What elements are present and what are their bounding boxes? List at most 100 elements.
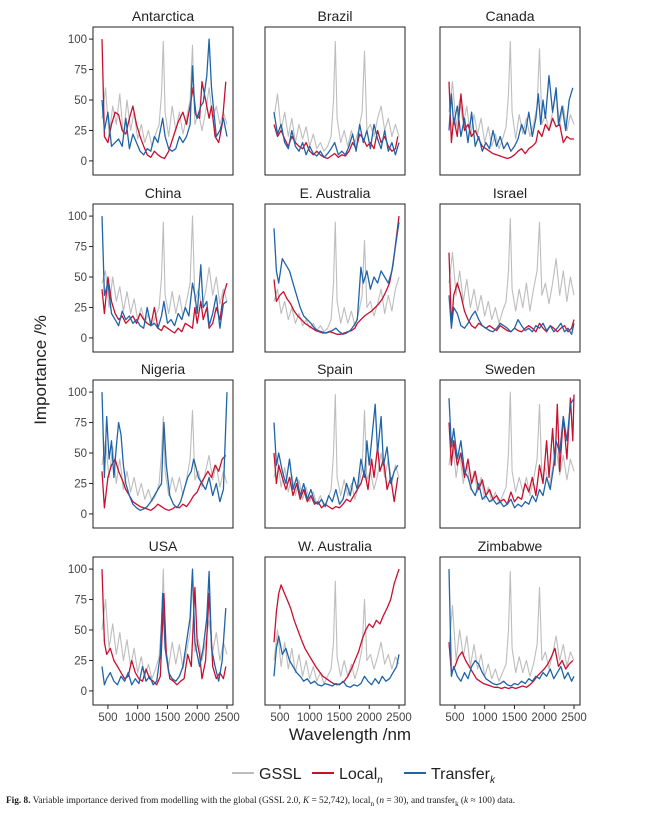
legend-label: Localn — [339, 766, 383, 786]
series-line-transfer — [448, 295, 575, 335]
panel-grid: Antarctica 0 25 50 75 100 Brazil Canada China 0 25… — [68, 8, 587, 724]
y-tick-label: 50 — [74, 272, 87, 284]
x-tick-label: 1500 — [155, 712, 181, 724]
panel-nigeria: Nigeria 0 25 50 75 100 — [68, 361, 234, 529]
panel-frame — [439, 203, 581, 353]
x-tick-label: 1000 — [472, 712, 498, 724]
y-tick-label: 50 — [74, 625, 87, 637]
series-line-transfer — [101, 38, 228, 156]
panel-israel: Israel — [439, 185, 581, 353]
panel-title: Antarctica — [132, 8, 194, 24]
caption-text: Variable importance derived from modelli… — [32, 796, 516, 808]
panel-usa: USA 0 25 50 75 100 500 1000 1500 2000 2500 — [68, 538, 240, 724]
panel-frame — [264, 26, 406, 176]
series-line-local — [273, 568, 400, 686]
panel-frame — [439, 26, 581, 176]
y-tick-label: 0 — [81, 509, 87, 521]
panel-china: China 0 25 50 75 100 — [68, 185, 234, 353]
x-tick-label: 500 — [445, 712, 464, 724]
y-tick-label: 100 — [68, 34, 87, 46]
series-line-gssl — [101, 215, 228, 327]
series-line-transfer — [273, 403, 399, 508]
series-line-local — [273, 124, 399, 160]
series-line-transfer — [273, 112, 400, 158]
series-line-local — [101, 454, 227, 511]
panel-canada: Canada — [439, 8, 581, 176]
panel-title: Nigeria — [141, 361, 186, 377]
legend-label: GSSL — [259, 766, 302, 783]
panel-title: W. Australia — [298, 538, 372, 554]
y-tick-label: 25 — [74, 478, 87, 490]
series-line-transfer — [448, 74, 574, 152]
series-line-gssl — [273, 393, 400, 508]
caption-label: Fig. 8. — [6, 796, 31, 806]
x-tick-label: 2500 — [386, 712, 412, 724]
panel-frame — [264, 379, 406, 529]
legend-item-transfer: Transferk — [404, 766, 496, 786]
panel-title: USA — [149, 538, 178, 554]
series-line-gssl — [273, 40, 400, 152]
y-tick-label: 0 — [81, 156, 87, 168]
y-tick-label: 25 — [74, 655, 87, 667]
y-tick-label: 0 — [81, 333, 87, 345]
x-tick-label: 500 — [270, 712, 289, 724]
panel-e-australia: E. Australia — [264, 185, 406, 353]
y-tick-label: 0 — [81, 686, 87, 698]
y-tick-label: 75 — [74, 242, 87, 254]
panel-frame — [92, 26, 234, 176]
x-tick-label: 1000 — [125, 712, 151, 724]
panel-frame — [264, 556, 406, 706]
panel-title: Canada — [485, 8, 534, 24]
series-line-local — [101, 276, 228, 334]
series-line-transfer — [273, 222, 400, 335]
x-axis-label: Wavelength /nm — [289, 725, 411, 744]
y-tick-label: 50 — [74, 95, 87, 107]
series-line-local — [273, 216, 400, 335]
y-tick-label: 50 — [74, 448, 87, 460]
panel-frame — [92, 556, 234, 706]
series-line-local — [101, 569, 227, 686]
series-line-transfer — [101, 568, 227, 686]
panel-antarctica: Antarctica 0 25 50 75 100 — [68, 8, 234, 176]
panel-title: Zimbabwe — [478, 538, 543, 554]
legend-item-local: Localn — [312, 766, 383, 786]
series-line-transfer — [448, 397, 575, 509]
series-line-local — [101, 39, 227, 160]
series-line-gssl — [273, 580, 400, 685]
panel-zimbabwe: Zimbabwe 500 1000 1500 2000 2500 — [439, 538, 587, 724]
x-tick-label: 2000 — [184, 712, 210, 724]
x-tick-label: 1500 — [502, 712, 528, 724]
panel-title: Brazil — [317, 8, 352, 24]
x-tick-label: 1500 — [327, 712, 353, 724]
y-tick-label: 100 — [68, 211, 87, 223]
panel-frame — [439, 556, 581, 706]
panel-w-australia: W. Australia 500 1000 1500 2000 2500 — [264, 538, 412, 724]
panel-frame — [439, 379, 581, 529]
series-line-gssl — [448, 217, 575, 324]
panel-frame — [264, 203, 406, 353]
legend: GSSL Localn Transferk — [232, 766, 496, 786]
x-tick-label: 2000 — [356, 712, 382, 724]
figure-caption: Fig. 8. Variable importance derived from… — [6, 796, 642, 808]
y-tick-label: 100 — [68, 564, 87, 576]
panel-title: Sweden — [485, 361, 536, 377]
y-axis-label: Importance /% — [31, 315, 50, 425]
panel-title: E. Australia — [300, 185, 371, 201]
x-tick-label: 2000 — [531, 712, 557, 724]
series-line-transfer — [448, 569, 575, 687]
y-tick-label: 75 — [74, 418, 87, 430]
legend-label: Transferk — [431, 766, 496, 786]
legend-item-gssl: GSSL — [232, 766, 302, 783]
panel-spain: Spain — [264, 361, 406, 529]
panel-title: Israel — [493, 185, 527, 201]
series-line-local — [448, 642, 574, 690]
x-tick-label: 1000 — [297, 712, 323, 724]
y-tick-label: 75 — [74, 65, 87, 77]
y-tick-label: 25 — [74, 125, 87, 137]
series-line-transfer — [101, 216, 228, 329]
panel-frame — [92, 379, 234, 529]
series-line-local — [448, 81, 574, 160]
y-tick-label: 75 — [74, 595, 87, 607]
panel-brazil: Brazil — [264, 8, 406, 176]
